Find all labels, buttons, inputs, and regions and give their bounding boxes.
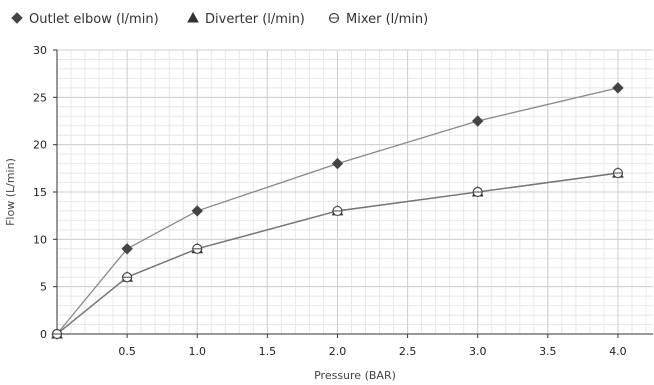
legend-label: Outlet elbow (l/min)	[29, 12, 159, 27]
x-tick-label: 4.0	[609, 345, 627, 358]
y-tick-label: 5	[40, 281, 47, 294]
x-tick-label: 2.5	[399, 345, 417, 358]
y-tick-label: 0	[40, 328, 47, 341]
series	[51, 82, 624, 340]
data-point	[612, 167, 624, 179]
x-tick-label: 2.0	[329, 345, 347, 358]
legend-label: Diverter (l/min)	[205, 12, 305, 27]
series-1	[51, 82, 624, 340]
series-3	[51, 167, 624, 340]
data-point	[471, 115, 484, 127]
data-point	[612, 82, 624, 94]
x-tick-label: 0.5	[118, 345, 136, 358]
x-axis-title: Pressure (BAR)	[314, 369, 396, 381]
x-tick-label: 1.5	[259, 345, 277, 358]
x-tick-label: 1.0	[188, 345, 206, 358]
y-tick-label: 10	[33, 233, 47, 246]
legend-item: Outlet elbow (l/min)	[11, 12, 159, 27]
y-axis-title: Flow (L/min)	[4, 158, 17, 226]
data-point	[121, 243, 133, 255]
legend-item: Diverter (l/min)	[187, 11, 305, 27]
legend-marker-icon	[328, 12, 340, 24]
legend-item: Mixer (l/min)	[328, 12, 428, 27]
data-point	[472, 186, 483, 198]
data-point	[122, 272, 133, 283]
y-tick-label: 30	[33, 44, 47, 57]
y-tick-label: 25	[33, 91, 47, 104]
data-point	[191, 205, 203, 217]
data-point	[192, 243, 203, 254]
legend: Outlet elbow (l/min) Diverter (l/min) Mixe…	[11, 11, 428, 27]
x-tick-label: 3.0	[469, 345, 487, 358]
legend-marker-icon	[187, 11, 199, 23]
data-point	[51, 328, 63, 340]
grid	[56, 49, 653, 335]
series-line	[56, 172, 619, 335]
data-point	[332, 205, 343, 217]
y-tick-label: 20	[33, 139, 47, 152]
legend-marker-icon	[11, 12, 23, 24]
legend-label: Mixer (l/min)	[346, 12, 428, 27]
data-point	[331, 157, 344, 170]
y-tick-label: 15	[33, 186, 47, 199]
x-tick-label: 3.5	[539, 345, 557, 358]
axes: 0.5 1.0 1.5 2.0 2.5 3.0 3.5 4.0 0 5 10 15 20 25 30	[33, 44, 653, 358]
series-line	[56, 87, 619, 335]
